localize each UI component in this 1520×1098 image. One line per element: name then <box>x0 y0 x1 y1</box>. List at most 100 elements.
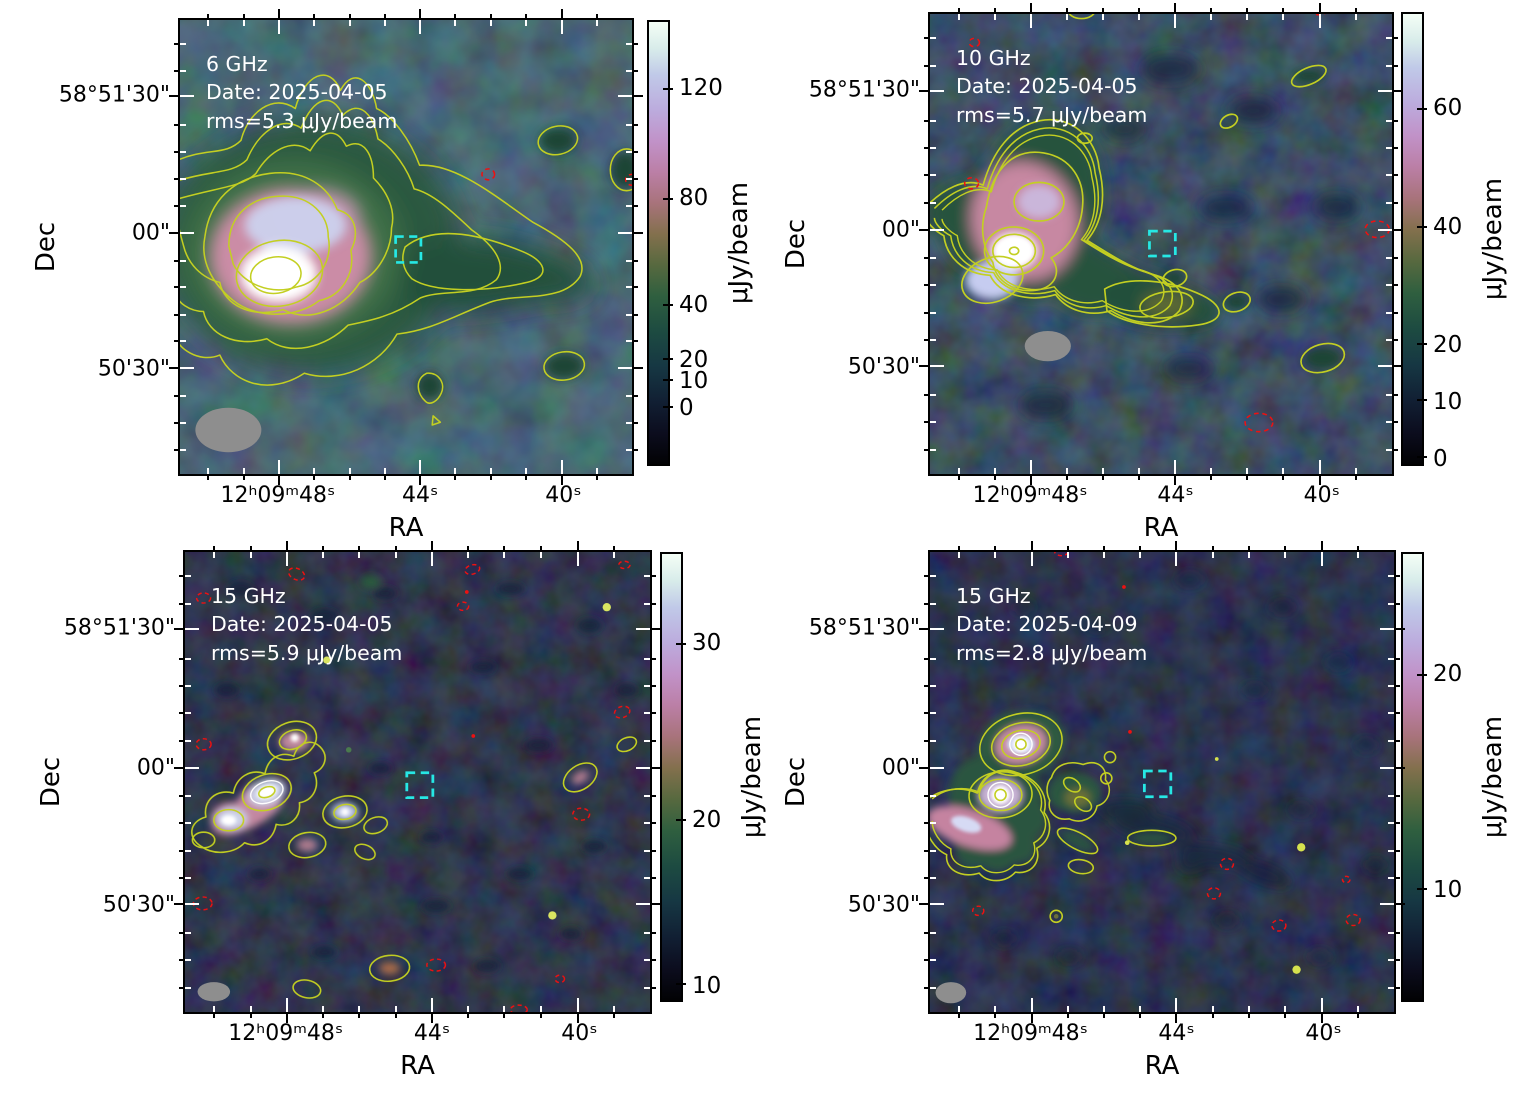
axis-tick <box>1394 146 1398 149</box>
axis-title-dec: Dec <box>31 221 61 273</box>
axis-tick <box>1175 1014 1178 1023</box>
axis-tick <box>179 821 183 824</box>
axis-tick <box>180 43 186 46</box>
x-tick-label: 44ˢ <box>1158 1021 1195 1046</box>
axis-tick <box>663 379 673 382</box>
axis-tick <box>285 541 288 550</box>
rms-label: rms=5.9 μJy/beam <box>211 640 403 665</box>
axis-tick <box>313 14 316 18</box>
axis-tick <box>924 602 928 605</box>
negative-contours <box>481 168 632 187</box>
axis-tick <box>560 460 563 474</box>
axis-tick <box>1396 575 1400 578</box>
axis-tick <box>322 546 325 550</box>
axis-tick <box>1321 552 1324 566</box>
axis-tick <box>652 575 656 578</box>
axis-tick <box>1396 712 1400 715</box>
x-tick-label: 40ˢ <box>1303 483 1340 508</box>
axis-tick <box>924 448 928 451</box>
axis-tick <box>1247 1014 1250 1018</box>
axis-tick <box>174 340 178 343</box>
axis-tick <box>930 575 936 578</box>
axis-tick <box>503 552 506 558</box>
axis-tick <box>539 546 542 550</box>
axis-tick <box>242 14 245 18</box>
axis-tick <box>924 959 928 962</box>
axis-tick <box>924 64 928 67</box>
axis-tick <box>652 712 656 715</box>
colorbar-tick-label: 10 <box>1433 876 1463 903</box>
axis-tick <box>636 628 650 631</box>
axis-tick <box>467 546 470 550</box>
axis-tick <box>652 821 656 824</box>
axis-tick <box>924 283 928 286</box>
axis-tick <box>618 232 632 235</box>
axis-tick <box>1380 767 1394 770</box>
colorbar-10ghz <box>1401 12 1427 466</box>
axis-tick <box>185 794 191 797</box>
axis-title-ra: RA <box>388 513 424 543</box>
axis-tick <box>249 1006 252 1012</box>
colorbar-tick-label: 80 <box>679 185 709 212</box>
axis-tick <box>348 14 351 18</box>
axis-tick <box>313 468 316 474</box>
axis-tick <box>1247 552 1250 558</box>
axis-tick <box>1388 684 1394 687</box>
axis-tick <box>919 767 928 770</box>
axis-tick <box>180 205 186 208</box>
axis-tick <box>1396 602 1400 605</box>
axis-title-dec: Dec <box>781 756 811 808</box>
axis-tick <box>185 986 191 989</box>
frequency-label: 10 GHz <box>956 46 1031 70</box>
axis-tick <box>636 767 650 770</box>
axis-tick <box>1247 1006 1250 1012</box>
axis-tick <box>179 657 183 660</box>
y-tick-label: 50'30" <box>847 892 920 918</box>
radio-map-15ghz-0405-image <box>185 552 650 1012</box>
axis-tick <box>626 313 632 316</box>
y-tick-label: 50'30" <box>102 892 175 918</box>
axis-tick <box>994 546 997 550</box>
axis-tick <box>322 1006 325 1012</box>
axis-tick <box>358 552 361 558</box>
axis-tick <box>1030 998 1033 1012</box>
axis-tick <box>1386 421 1392 424</box>
axis-tick <box>613 552 616 558</box>
axis-tick <box>676 643 686 646</box>
axis-tick <box>1030 541 1033 550</box>
axis-tick <box>1394 90 1403 93</box>
axis-tick <box>676 982 686 985</box>
axis-tick <box>930 794 936 797</box>
axis-tick <box>1319 460 1322 474</box>
colorbar-tick-label: 30 <box>692 629 722 656</box>
axis-tick <box>179 931 183 934</box>
axis-tick <box>179 849 183 852</box>
axis-tick <box>924 986 928 989</box>
axis-tick <box>1417 887 1427 890</box>
axis-tick <box>576 541 579 550</box>
axis-tick <box>174 259 178 262</box>
axis-tick <box>180 394 186 397</box>
axis-tick <box>180 366 194 369</box>
axis-tick <box>930 90 944 93</box>
axis-tick <box>1210 14 1213 20</box>
axis-tick <box>924 256 928 259</box>
axis-tick <box>930 283 936 286</box>
axis-tick <box>626 421 632 424</box>
axis-tick <box>1283 546 1286 550</box>
axis-tick <box>634 69 638 72</box>
bright-core-contours <box>987 732 1033 808</box>
axis-tick <box>1378 90 1392 93</box>
axis-tick <box>285 1014 288 1023</box>
axis-tick <box>919 903 928 906</box>
axis-tick <box>1417 225 1427 228</box>
colorbar-title: μJy/beam <box>1478 715 1508 839</box>
y-tick-label: 50'30" <box>97 356 170 382</box>
axis-tick <box>185 849 191 852</box>
axis-tick <box>1386 448 1392 451</box>
axis-tick <box>676 818 686 821</box>
axis-tick <box>1355 476 1358 480</box>
axis-tick <box>1357 546 1360 550</box>
axis-tick <box>924 119 928 122</box>
